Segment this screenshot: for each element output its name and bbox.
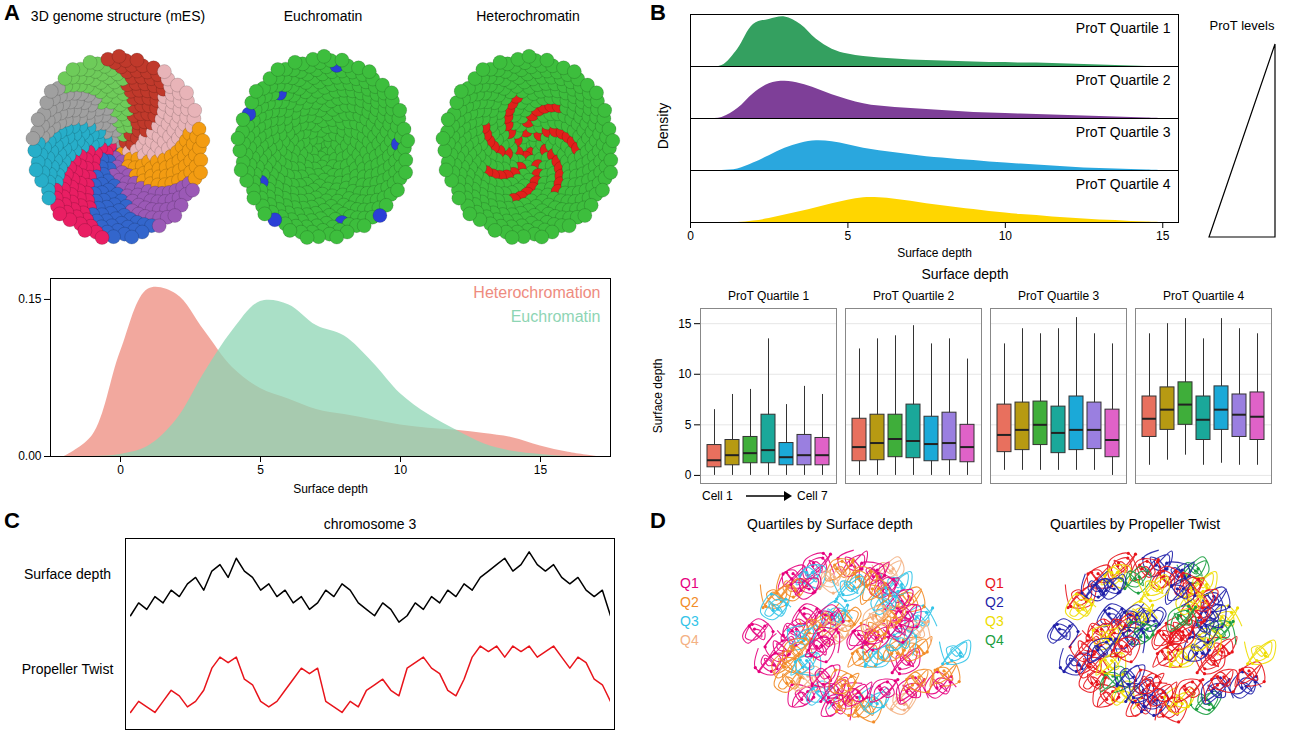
html-text:Q1: Q1 [985,575,1004,591]
svg-text:Surface depth: Surface depth [293,482,368,496]
html-text:Q1: Q1 [680,575,699,591]
html-text:3D genome structure (mES): 3D genome structure (mES) [30,8,206,24]
svg-text:15: 15 [1156,229,1170,243]
html-text:chromosome 3: chromosome 3 [323,516,417,532]
html-text:A: A [4,0,20,25]
html-text:C: C [4,508,20,533]
html-text:Quartiles by Propeller Twist: Quartiles by Propeller Twist [1049,516,1221,532]
svg-text:ProT Quartile 4: ProT Quartile 4 [1163,289,1244,303]
svg-text:5: 5 [257,463,264,477]
svg-text:10: 10 [999,229,1013,243]
html-text:ProT levels: ProT levels [1209,18,1275,33]
svg-text:ProT Quartile 1: ProT Quartile 1 [728,289,809,303]
svg-text:ProT Quartile 3: ProT Quartile 3 [1018,289,1099,303]
svg-text:Euchromatin: Euchromatin [511,308,601,325]
svg-text:10: 10 [394,463,408,477]
svg-text:0.00: 0.00 [18,449,42,463]
svg-text:0: 0 [685,468,692,482]
svg-text:ProT Quartile 1: ProT Quartile 1 [1076,20,1171,36]
html-text:Q3: Q3 [680,613,699,629]
html-text:Q4: Q4 [985,632,1004,648]
svg-text:0: 0 [117,463,124,477]
svg-text:0: 0 [687,229,694,243]
svg-text:Heterochromation: Heterochromation [473,284,600,301]
html-text:B: B [650,0,666,25]
html-text:Euchromatin: Euchromatin [283,8,363,24]
svg-text:10: 10 [678,367,692,381]
html-text:Propeller Twist: Propeller Twist [21,661,114,677]
svg-text:Surface depth: Surface depth [651,359,665,434]
html-text:Q3: Q3 [985,613,1004,629]
svg-text:0.15: 0.15 [18,292,42,306]
html-text:Q2: Q2 [985,594,1004,610]
html-text:Cell 1: Cell 1 [702,489,733,503]
html-text:Density: Density [655,102,671,150]
svg-text:ProT Quartile 2: ProT Quartile 2 [1076,72,1171,88]
svg-text:ProT Quartile 3: ProT Quartile 3 [1076,124,1171,140]
svg-text:5: 5 [845,229,852,243]
html-text:Q4: Q4 [680,632,699,648]
html-text:Q2: Q2 [680,594,699,610]
svg-text:Surface depth: Surface depth [897,246,972,260]
html-text:Heterochromatin: Heterochromatin [476,8,580,24]
html-text:D: D [650,508,666,533]
html-text:Surface depth: Surface depth [921,266,1009,282]
html-text:Surface depth: Surface depth [23,566,112,582]
html-text:Cell 7: Cell 7 [797,489,828,503]
svg-text:15: 15 [678,317,692,331]
svg-text:5: 5 [685,418,692,432]
html-text:Quartiles by Surface depth: Quartiles by Surface depth [747,516,913,532]
svg-text:ProT Quartile 4: ProT Quartile 4 [1076,176,1171,192]
svg-text:15: 15 [534,463,548,477]
svg-text:ProT Quartile 2: ProT Quartile 2 [873,289,954,303]
